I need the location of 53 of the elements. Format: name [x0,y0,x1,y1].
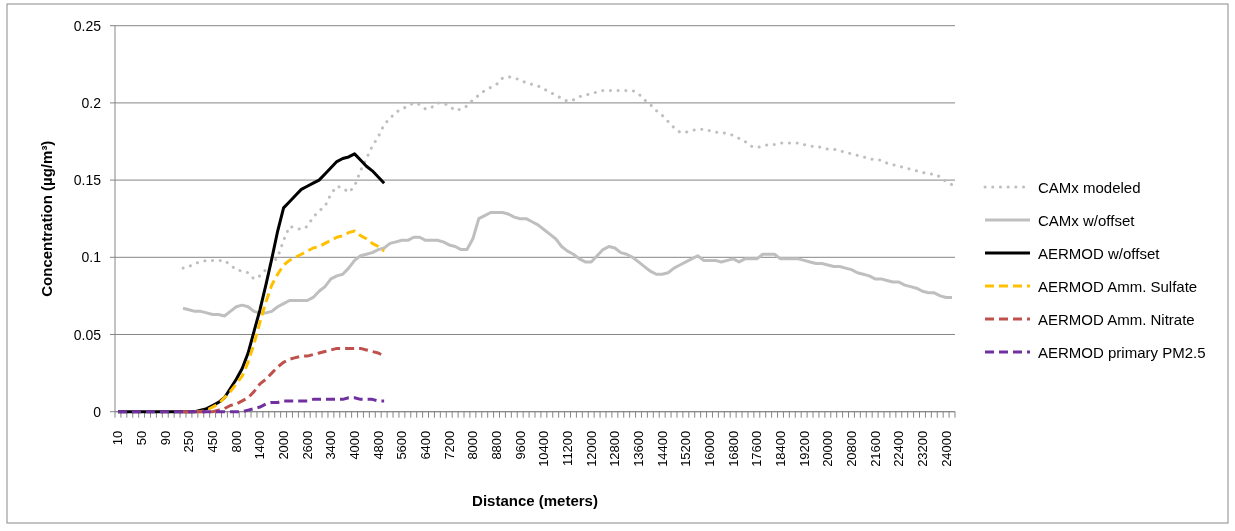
y-tick-label: 0.2 [81,94,102,111]
y-axis-title: Concentration (µg/m³) [37,140,55,297]
legend-label: CAMx modeled [1038,178,1141,196]
y-tick-label: 0.05 [73,326,102,343]
x-tick-label: 20000 [820,430,836,467]
x-axis-title: Distance (meters) [472,492,598,509]
x-tick-label: 2600 [299,430,315,460]
x-tick-label: 4000 [347,430,363,460]
legend-label: AERMOD Amm. Sulfate [1038,277,1198,295]
x-tick-label: 16000 [702,430,718,467]
x-tick-label: 24000 [938,430,954,467]
y-tick-label: 0.1 [81,249,102,266]
x-tick-label: 12800 [607,430,623,467]
x-tick-label: 15200 [678,430,694,467]
x-tick-label: 18400 [772,430,788,467]
x-tick-label: 11200 [560,430,576,466]
x-tick-label: 6400 [418,430,434,460]
x-tick-label: 8800 [489,430,505,460]
x-tick-label: 8000 [465,430,481,460]
x-tick-label: 450 [205,430,221,453]
x-tick-label: 4800 [370,430,386,460]
x-tick-label: 14400 [654,430,670,467]
x-tick-label: 17600 [749,430,765,467]
x-tick-label: 23200 [914,430,930,467]
x-tick-label: 5600 [394,430,410,460]
legend-label: AERMOD Amm. Nitrate [1038,310,1195,328]
x-tick-label: 13600 [631,430,647,467]
legend-label: AERMOD w/offset [1038,244,1161,262]
y-tick-label: 0.15 [73,172,102,189]
x-tick-label: 7200 [441,430,457,460]
x-tick-label: 3400 [323,430,339,460]
line-series [181,75,954,281]
legend-label: AERMOD primary PM2.5 [1038,343,1206,361]
x-tick-label: 250 [181,430,197,453]
y-tick-label: 0 [93,403,102,420]
x-tick-label: 20800 [843,430,859,467]
x-tick-label: 22400 [891,430,907,467]
x-tick-label: 50 [134,430,150,446]
x-tick-label: 10400 [536,430,552,467]
x-tick-label: 9600 [512,430,528,460]
x-tick-label: 2000 [276,430,292,460]
x-tick-label: 19200 [796,430,812,467]
line-series [116,396,386,414]
x-tick-label: 1400 [252,430,268,460]
legend-label: CAMx w/offset [1038,211,1136,229]
x-tick-label: 10 [110,430,126,446]
x-tick-label: 12000 [583,430,599,467]
x-tick-label: 90 [157,430,173,446]
x-tick-label: 800 [228,430,244,453]
y-tick-label: 0.25 [73,17,102,34]
x-tick-label: 16800 [725,430,741,467]
x-tick-label: 21600 [867,430,883,467]
line-series [181,211,954,318]
